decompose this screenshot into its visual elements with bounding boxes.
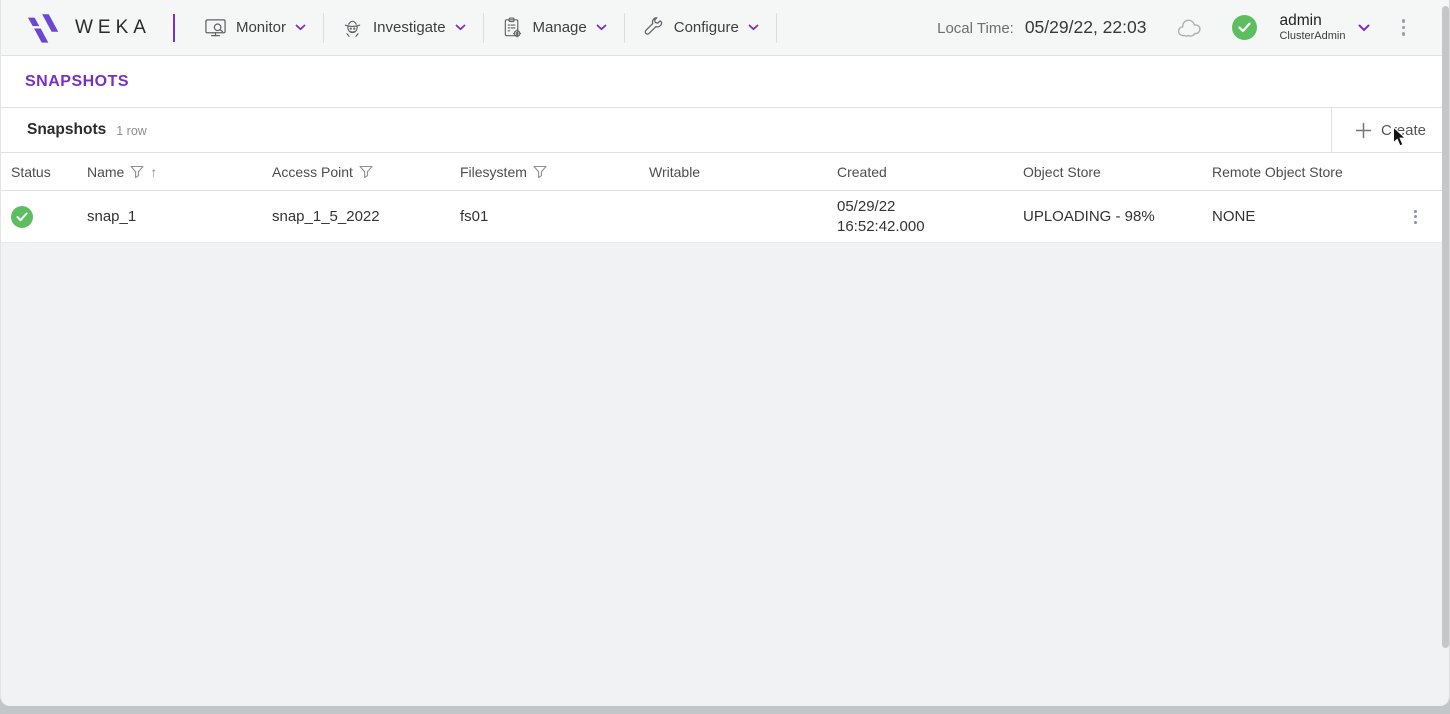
chevron-down-icon — [455, 24, 466, 31]
local-time-value: 05/29/22, 22:03 — [1024, 17, 1147, 37]
cell-access-point: snap_1_5_2022 — [272, 208, 380, 225]
snapshots-toolbar: Snapshots 1 row Create — [1, 108, 1449, 153]
weka-logo-text: WEKA — [75, 16, 151, 38]
vertical-scrollbar[interactable] — [1442, 6, 1449, 648]
main-nav: Monitor — [187, 0, 777, 55]
cloud-icon[interactable] — [1176, 15, 1206, 41]
cluster-status-ok-icon[interactable] — [1232, 15, 1258, 40]
cell-object-store: UPLOADING - 98% — [1023, 208, 1155, 225]
snapshots-panel: Snapshots 1 row Create Status Name — [1, 107, 1449, 243]
cell-name: snap_1 — [87, 208, 137, 225]
top-navigation-bar: WEKA Monitor — [1, 0, 1449, 56]
nav-separator — [775, 12, 777, 43]
cell-remote-object-store: NONE — [1212, 208, 1256, 225]
user-name: admin — [1279, 12, 1322, 30]
nav-item-monitor[interactable]: Monitor — [187, 0, 323, 55]
nav-label-configure: Configure — [673, 19, 739, 36]
sort-ascending-icon[interactable]: ↑ — [150, 163, 158, 180]
investigate-icon — [341, 16, 364, 39]
user-menu-chevron-icon[interactable] — [1358, 24, 1370, 32]
column-header-access-point[interactable]: Access Point — [262, 164, 450, 180]
cell-actions — [1381, 206, 1449, 228]
nav-separator — [322, 12, 324, 43]
nav-label-investigate: Investigate — [372, 19, 446, 36]
column-header-created[interactable]: Created — [837, 163, 887, 180]
chevron-down-icon — [748, 24, 759, 31]
nav-item-manage[interactable]: Manage — [484, 0, 624, 55]
nav-item-investigate[interactable]: Investigate — [324, 0, 483, 55]
local-time: Local Time: 05/29/22, 22:03 — [937, 17, 1146, 38]
cell-created: 05/29/22 16:52:42.000 — [837, 197, 925, 235]
page-header: SNAPSHOTS — [1, 56, 1449, 107]
chevron-down-icon — [596, 24, 607, 31]
page-title: SNAPSHOTS — [25, 72, 130, 90]
column-header-status[interactable]: Status — [11, 163, 51, 180]
column-header-filesystem[interactable]: Filesystem — [450, 164, 639, 180]
topbar-kebab-menu-icon[interactable] — [1398, 15, 1410, 40]
monitor-icon — [204, 16, 227, 39]
weka-logo[interactable]: WEKA — [27, 12, 151, 44]
local-time-label: Local Time: — [937, 20, 1014, 37]
row-count-badge: 1 row — [116, 124, 147, 138]
column-header-writable[interactable]: Writable — [649, 163, 701, 180]
column-header-object-store[interactable]: Object Store — [1023, 163, 1101, 180]
manage-icon — [501, 16, 524, 39]
nav-separator — [482, 12, 484, 43]
filter-icon[interactable] — [130, 165, 144, 178]
chevron-down-icon — [295, 24, 306, 31]
row-kebab-menu-icon[interactable] — [1410, 206, 1421, 228]
column-header-remote-object-store[interactable]: Remote Object Store — [1212, 163, 1343, 180]
user-role: ClusterAdmin — [1279, 30, 1346, 43]
nav-separator — [623, 12, 625, 43]
create-snapshot-button[interactable]: Create — [1331, 108, 1449, 152]
plus-icon — [1355, 122, 1372, 139]
filter-icon[interactable] — [533, 165, 547, 178]
user-info[interactable]: admin ClusterAdmin — [1279, 12, 1345, 42]
weka-logo-icon — [27, 12, 63, 44]
cell-status — [1, 205, 77, 228]
nav-item-configure[interactable]: Configure — [625, 0, 776, 55]
nav-label-monitor: Monitor — [235, 19, 286, 36]
create-button-label: Create — [1380, 121, 1427, 139]
table-title: Snapshots — [27, 121, 107, 138]
cell-filesystem: fs01 — [460, 208, 489, 225]
filter-icon[interactable] — [359, 165, 373, 178]
table-header-row: Status Name ↑ Access Point Filesyste — [1, 153, 1449, 191]
nav-label-manage: Manage — [532, 19, 587, 36]
column-header-name[interactable]: Name ↑ — [87, 163, 158, 180]
status-ok-icon — [11, 205, 33, 228]
table-row[interactable]: snap_1 snap_1_5_2022 fs01 05/29/22 16:52… — [1, 191, 1449, 243]
configure-icon — [642, 16, 665, 39]
brand-divider — [172, 13, 175, 42]
